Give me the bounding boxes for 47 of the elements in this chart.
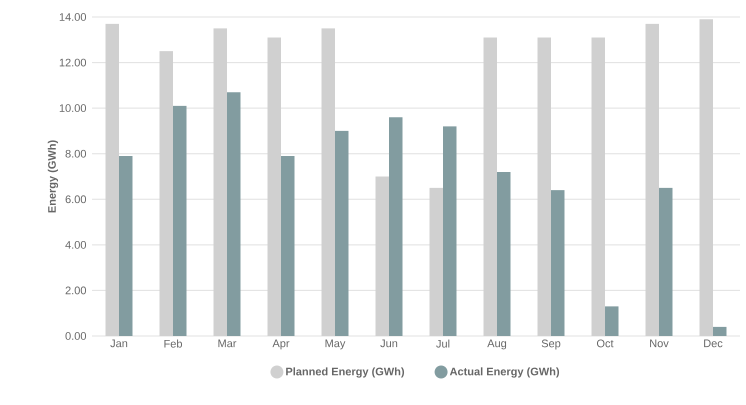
y-tick-label: 2.00 bbox=[66, 286, 86, 294]
y-tick-label: 4.00 bbox=[65, 240, 86, 249]
legend-label: Actual Energy (GWh) bbox=[450, 367, 560, 378]
x-tick-label: Jul bbox=[436, 340, 450, 348]
bar bbox=[484, 38, 498, 336]
bar bbox=[700, 19, 714, 336]
bar bbox=[376, 176, 390, 336]
x-tick-label: Jan bbox=[110, 340, 128, 348]
y-tick-label: 0.00 bbox=[65, 332, 86, 340]
y-tick-label: 6.00 bbox=[66, 195, 86, 204]
x-tick-label: Sep bbox=[542, 340, 560, 350]
bar bbox=[430, 188, 444, 336]
bar bbox=[160, 51, 174, 336]
bar bbox=[443, 126, 457, 336]
bar bbox=[538, 38, 552, 336]
bar bbox=[592, 38, 606, 336]
bar bbox=[214, 28, 228, 336]
bar bbox=[281, 156, 295, 336]
y-tick-label: 10.00 bbox=[60, 104, 86, 112]
bar bbox=[227, 92, 241, 336]
bar bbox=[335, 130, 349, 336]
bar bbox=[322, 28, 336, 336]
y-tick-label: 12.00 bbox=[60, 58, 86, 66]
bar bbox=[389, 117, 403, 336]
x-tick-label: Apr bbox=[272, 340, 290, 350]
bar bbox=[106, 24, 120, 336]
x-tick-label: Aug bbox=[487, 340, 506, 350]
x-tick-label: Oct bbox=[596, 340, 614, 348]
y-axis-title: Energy (GWh) bbox=[48, 140, 58, 212]
bar bbox=[173, 106, 187, 336]
x-tick-label: Mar bbox=[218, 340, 236, 348]
bar bbox=[659, 188, 673, 336]
legend-label: Planned Energy (GWh) bbox=[286, 367, 404, 378]
x-tick-label: Feb bbox=[164, 340, 182, 348]
bar bbox=[268, 38, 282, 336]
bar bbox=[551, 190, 565, 336]
y-tick-label: 14.00 bbox=[60, 13, 86, 21]
y-tick-label: 8.00 bbox=[66, 150, 86, 158]
bar bbox=[119, 156, 132, 336]
x-tick-label: May bbox=[326, 340, 346, 350]
x-tick-label: Nov bbox=[650, 340, 669, 348]
bar bbox=[713, 326, 727, 336]
bar bbox=[646, 24, 660, 336]
bar bbox=[605, 306, 619, 336]
x-tick-label: Jun bbox=[380, 340, 398, 348]
x-tick-label: Dec bbox=[704, 340, 722, 348]
bar bbox=[497, 172, 511, 336]
